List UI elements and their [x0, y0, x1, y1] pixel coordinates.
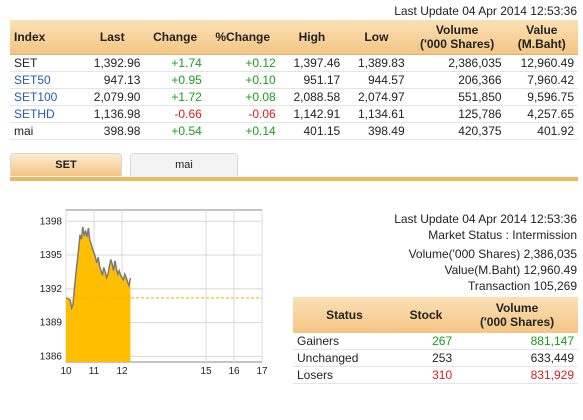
- index-high: 1,397.46: [279, 54, 345, 72]
- index-change: -0.66: [144, 105, 206, 123]
- index-value: 12,960.49: [505, 54, 578, 72]
- index-change: +0.95: [144, 71, 206, 89]
- col-index: Index: [10, 20, 80, 55]
- index-last: 398.98: [80, 122, 145, 140]
- index-table: Index Last Change %Change High Low Volum…: [10, 20, 578, 140]
- last-update-header: Last Update 04 Apr 2014 12:53:36: [394, 4, 577, 18]
- index-high: 401.15: [279, 122, 345, 140]
- index-high: 2,088.58: [279, 88, 345, 106]
- index-table-header: Index Last Change %Change High Low Volum…: [10, 20, 578, 55]
- index-last: 1,392.96: [80, 54, 145, 72]
- chart-y-tick: 1392: [40, 284, 63, 295]
- col-volume: Volume ('000 Shares): [408, 20, 506, 55]
- chart-x-tick: 12: [116, 366, 128, 377]
- breadth-stock: 267: [395, 333, 457, 350]
- market-value: Value(M.Baht) 12,960.49: [444, 263, 577, 277]
- chart-area-fill: [66, 226, 131, 362]
- index-row: mai 398.98 +0.54 +0.14 401.15 398.49 420,375 40…: [10, 122, 578, 140]
- index-name: mai: [10, 122, 80, 140]
- market-breadth-table: Status Stock Volume ('000 Shares) Gainer…: [293, 297, 578, 384]
- chart-x-tick: 16: [228, 366, 240, 377]
- index-pct-change: -0.06: [205, 105, 280, 123]
- breadth-status: Gainers: [293, 333, 396, 350]
- market-tabs: SET mai: [10, 153, 578, 179]
- chart-x-tick: 10: [60, 366, 72, 377]
- breadth-row: Losers 310 831,929: [293, 366, 578, 384]
- breadth-table-header: Status Stock Volume ('000 Shares): [293, 297, 578, 333]
- index-pct-change: +0.12: [205, 54, 280, 72]
- market-status: Market Status : Intermission: [428, 228, 577, 242]
- index-volume: 551,850: [408, 88, 506, 106]
- index-change: +0.54: [144, 122, 206, 140]
- index-value: 9,596.75: [505, 88, 578, 106]
- index-low: 398.49: [344, 122, 409, 140]
- market-transaction: Transaction 105,269: [468, 279, 577, 293]
- breadth-volume: 633,449: [456, 349, 578, 367]
- index-high: 1,142.91: [279, 105, 345, 123]
- index-intraday-chart: 10 11 12 15 16 17 1398 1395 1392 1389 1386: [40, 209, 268, 377]
- breadth-stock: 253: [395, 349, 457, 367]
- breadth-volume: 831,929: [456, 366, 578, 384]
- index-pct-change: +0.08: [205, 88, 280, 106]
- breadth-row: Gainers 267 881,147: [293, 333, 578, 350]
- index-row: SET100 2,079.90 +1.72 +0.08 2,088.58 2,074.97…: [10, 88, 578, 106]
- index-last: 947.13: [80, 71, 145, 89]
- index-name[interactable]: SET50: [10, 71, 80, 89]
- index-last: 1,136.98: [80, 105, 145, 123]
- breadth-row: Unchanged 253 633,449: [293, 349, 578, 367]
- index-low: 1,134.61: [344, 105, 409, 123]
- col-high: High: [279, 20, 345, 55]
- index-pct-change: +0.14: [205, 122, 280, 140]
- chart-x-tick: 15: [200, 366, 212, 377]
- index-low: 1,389.83: [344, 54, 409, 72]
- tab-divider: [10, 177, 578, 181]
- index-low: 2,074.97: [344, 88, 409, 106]
- index-name[interactable]: SETHD: [10, 105, 80, 123]
- index-row: SET 1,392.96 +1.74 +0.12 1,397.46 1,389.83 2,3…: [10, 54, 578, 72]
- chart-y-tick: 1389: [40, 318, 63, 329]
- market-last-update: Last Update 04 Apr 2014 12:53:36: [394, 212, 577, 226]
- chart-x-tick: 17: [256, 366, 268, 377]
- index-volume: 420,375: [408, 122, 506, 140]
- index-volume: 206,366: [408, 71, 506, 89]
- col-status: Status: [293, 297, 396, 333]
- chart-y-tick: 1398: [40, 216, 63, 227]
- index-value: 401.92: [505, 122, 578, 140]
- col-change: Change: [144, 20, 206, 55]
- index-volume: 2,386,035: [408, 54, 506, 72]
- index-value: 7,960.42: [505, 71, 578, 89]
- col-pct-change: %Change: [205, 20, 280, 55]
- breadth-status: Unchanged: [293, 349, 396, 367]
- col-low: Low: [344, 20, 409, 55]
- tab-mai[interactable]: mai: [130, 153, 238, 176]
- chart-y-tick: 1386: [40, 351, 63, 362]
- index-row: SET50 947.13 +0.95 +0.10 951.17 944.57 206,366…: [10, 71, 578, 89]
- col-value: Value (M.Baht): [505, 20, 578, 55]
- chart-y-tick: 1395: [40, 250, 63, 261]
- col-last: Last: [80, 20, 145, 55]
- chart-x-tick: 11: [89, 366, 100, 377]
- market-volume: Volume('000 Shares) 2,386,035: [408, 247, 577, 261]
- breadth-status: Losers: [293, 366, 396, 384]
- index-volume: 125,786: [408, 105, 506, 123]
- index-low: 944.57: [344, 71, 409, 89]
- index-last: 2,079.90: [80, 88, 145, 106]
- tab-set[interactable]: SET: [10, 153, 122, 176]
- index-name[interactable]: SET100: [10, 88, 80, 106]
- col-stock: Stock: [395, 297, 457, 333]
- breadth-stock: 310: [395, 366, 457, 384]
- index-row: SETHD 1,136.98 -0.66 -0.06 1,142.91 1,134.61 1…: [10, 105, 578, 123]
- index-high: 951.17: [279, 71, 345, 89]
- index-change: +1.72: [144, 88, 206, 106]
- col-breadth-volume: Volume ('000 Shares): [456, 297, 578, 333]
- chart-series-line: [65, 226, 132, 311]
- index-change: +1.74: [144, 54, 206, 72]
- index-pct-change: +0.10: [205, 71, 280, 89]
- breadth-volume: 881,147: [456, 333, 578, 350]
- index-value: 4,257.65: [505, 105, 578, 123]
- index-name: SET: [10, 54, 80, 72]
